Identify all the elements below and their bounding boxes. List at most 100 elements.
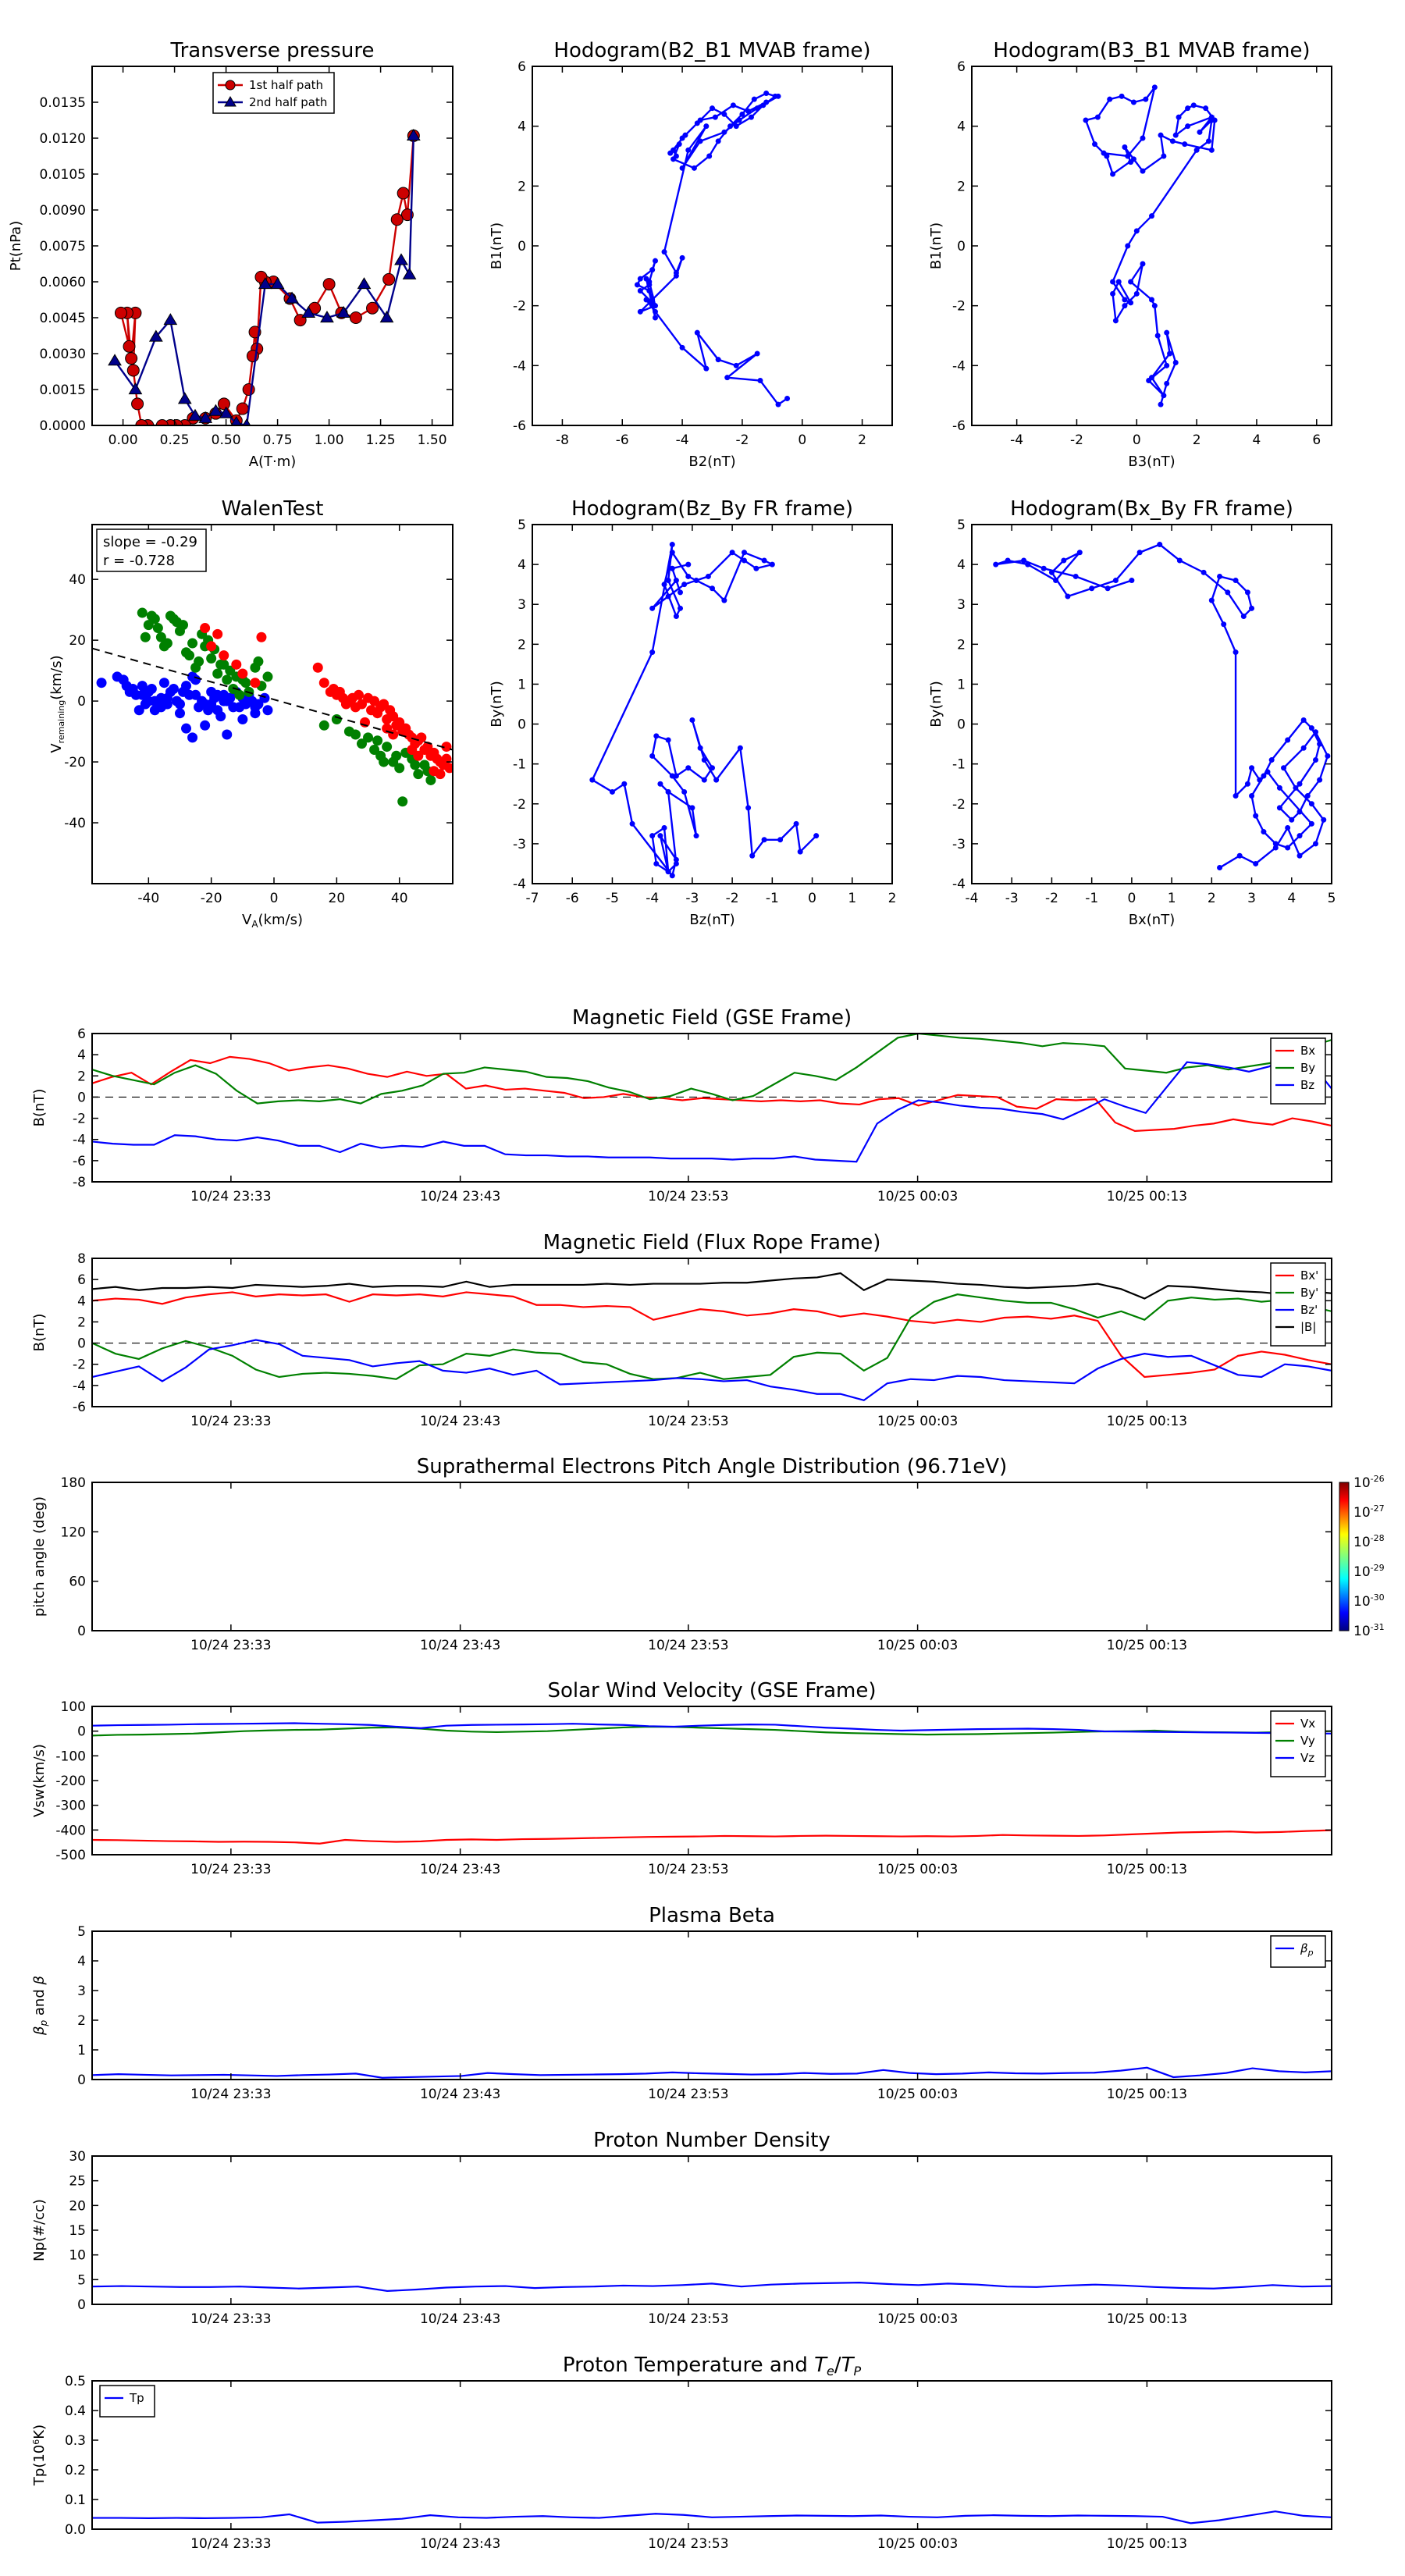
data-point bbox=[706, 153, 713, 159]
y-tick-label: -6 bbox=[952, 418, 966, 434]
data-point bbox=[1249, 765, 1255, 771]
y-tick-label: -3 bbox=[952, 837, 966, 852]
data-point bbox=[685, 573, 692, 579]
data-point bbox=[710, 105, 715, 112]
legend-label: |B| bbox=[1300, 1320, 1316, 1334]
data-point bbox=[694, 120, 700, 126]
data-point bbox=[1089, 585, 1095, 592]
data-point bbox=[736, 117, 742, 123]
plot-area bbox=[92, 1034, 1332, 1163]
data-point bbox=[158, 678, 169, 688]
data-point bbox=[184, 689, 195, 700]
colorbar-exponent: -28 bbox=[1371, 1533, 1385, 1543]
data-point bbox=[665, 788, 671, 795]
chart-title: Hodogram(Bz_By FR frame) bbox=[571, 497, 853, 521]
fit-line bbox=[92, 647, 453, 751]
y-tick-label: 2 bbox=[77, 1069, 86, 1084]
data-point bbox=[1208, 597, 1215, 603]
data-point bbox=[681, 582, 688, 588]
legend-label: 2nd half path bbox=[249, 95, 327, 109]
x-tick-label: 10/24 23:43 bbox=[420, 2311, 500, 2327]
y-tick-label: 0.0015 bbox=[40, 382, 86, 398]
data-point bbox=[769, 561, 775, 568]
data-point bbox=[178, 620, 189, 631]
data-point bbox=[1257, 777, 1263, 783]
data-point bbox=[1125, 153, 1131, 159]
y-tick-label: -200 bbox=[55, 1774, 86, 1789]
axes-frame bbox=[91, 66, 454, 426]
data-point bbox=[676, 141, 682, 148]
x-tick-label: 10/24 23:53 bbox=[648, 1414, 728, 1429]
series-line bbox=[92, 1722, 1332, 1735]
y-tick-label: -6 bbox=[73, 1154, 86, 1169]
y-tick-label: 4 bbox=[77, 1293, 86, 1309]
data-point bbox=[1308, 725, 1314, 731]
data-point bbox=[621, 781, 628, 787]
panel-tp: 10/24 23:33 10/24 23:43 10/24 23:53 10/25 0… bbox=[31, 2354, 1332, 2552]
colorbar-tick-label: 10-31 bbox=[1353, 1622, 1385, 1639]
data-point bbox=[1061, 557, 1067, 564]
data-point bbox=[1128, 279, 1134, 285]
legend-label: By' bbox=[1300, 1286, 1318, 1300]
data-point bbox=[334, 686, 345, 697]
colorbar-exponent: -29 bbox=[1371, 1563, 1385, 1573]
data-point bbox=[228, 684, 239, 695]
x-tick-label: 10/25 00:13 bbox=[1107, 1414, 1187, 1429]
x-tick-label: 6 bbox=[1312, 432, 1321, 448]
data-point bbox=[729, 550, 735, 556]
legend-marker bbox=[225, 80, 236, 91]
x-tick-label: 10/25 00:03 bbox=[877, 1189, 958, 1204]
data-point bbox=[1076, 550, 1083, 556]
data-point bbox=[1321, 817, 1327, 823]
data-point bbox=[194, 702, 205, 713]
title-subscript: e bbox=[827, 2364, 834, 2379]
x-tick-label: 10/25 00:03 bbox=[877, 2311, 958, 2327]
data-point bbox=[1048, 569, 1055, 575]
axes-frame bbox=[91, 2155, 1332, 2305]
data-point bbox=[363, 732, 374, 743]
title-part: T bbox=[814, 2354, 828, 2377]
data-point bbox=[1272, 841, 1279, 847]
data-point bbox=[208, 404, 223, 416]
x-tick-label: 10/24 23:43 bbox=[420, 2536, 500, 2552]
legend-box bbox=[1270, 1935, 1326, 1968]
data-point bbox=[1136, 550, 1143, 556]
y-tick-label: 100 bbox=[61, 1699, 86, 1715]
x-tick-label: 10/24 23:43 bbox=[420, 1862, 500, 1877]
data-point bbox=[219, 650, 229, 661]
colorbar-base: 10 bbox=[1353, 1624, 1371, 1639]
data-point bbox=[143, 696, 154, 706]
x-tick-label: -4 bbox=[966, 891, 979, 906]
y-tick-label: 0 bbox=[77, 1624, 86, 1639]
x-tick-label: 10/24 23:53 bbox=[648, 1862, 728, 1877]
y-tick-label: -4 bbox=[73, 1133, 86, 1148]
data-point bbox=[589, 777, 596, 783]
colorbar-exponent: -31 bbox=[1371, 1622, 1385, 1632]
y-axis-label: B(nT) bbox=[31, 1089, 48, 1127]
data-point bbox=[1185, 123, 1191, 130]
y-label-subscript: remaining bbox=[56, 700, 66, 744]
colorbar-tick-label: 10-30 bbox=[1353, 1592, 1385, 1610]
y-tick-label: -20 bbox=[64, 755, 86, 770]
data-point bbox=[673, 614, 679, 620]
series-line bbox=[1084, 87, 1216, 405]
x-tick-label: 10/24 23:33 bbox=[190, 2311, 271, 2327]
data-point bbox=[661, 582, 667, 588]
y-axis-label: B(nT) bbox=[31, 1314, 48, 1352]
axes-frame bbox=[971, 66, 1332, 426]
data-point bbox=[262, 705, 273, 716]
data-point bbox=[1164, 362, 1170, 368]
data-point bbox=[402, 267, 417, 279]
data-point bbox=[123, 340, 136, 353]
panel-hodo3: -7 -6 -5 -4 -3 -2 -1 0 1 2 -4 -3 -2 -1 0 1 2 3 4 5 Hodogram(… bbox=[489, 497, 896, 928]
data-point bbox=[237, 713, 248, 724]
data-point bbox=[653, 258, 659, 264]
y-tick-label: -4 bbox=[952, 877, 966, 892]
data-point bbox=[637, 288, 643, 294]
data-point bbox=[693, 578, 699, 584]
x-tick-label: 4 bbox=[1287, 891, 1296, 906]
data-point bbox=[1140, 135, 1146, 141]
series-line bbox=[92, 2510, 1332, 2524]
y-tick-label: -400 bbox=[55, 1823, 86, 1838]
data-point bbox=[222, 729, 233, 740]
